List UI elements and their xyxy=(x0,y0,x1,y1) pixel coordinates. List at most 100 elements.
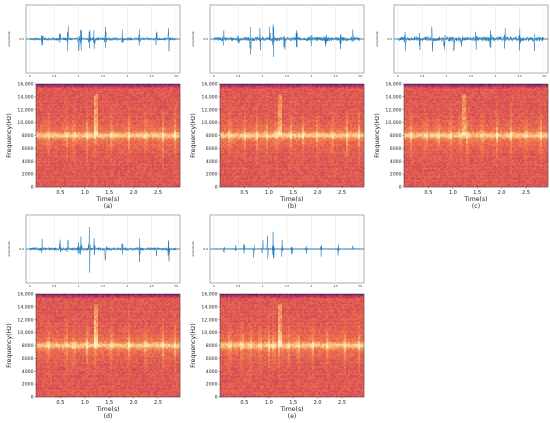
spectrogram-cell xyxy=(116,116,119,119)
spectrogram-cell xyxy=(44,168,47,170)
spectrogram-cell xyxy=(172,181,175,184)
spectrogram-cell xyxy=(122,156,125,158)
spectrogram-cell xyxy=(140,157,143,160)
spectrogram-cell xyxy=(70,144,73,146)
spectrogram-cell xyxy=(138,126,141,129)
spectrogram-cell xyxy=(96,99,99,102)
spectrogram-cell xyxy=(114,126,117,129)
spectrogram-cell xyxy=(48,132,51,134)
spectrogram-cell xyxy=(86,164,89,167)
spectrogram-cell xyxy=(334,92,337,95)
spectrogram-cell xyxy=(84,133,87,136)
spectrogram-cell xyxy=(132,130,135,133)
spectrogram-cell xyxy=(76,92,79,95)
spectrogram-cell xyxy=(72,84,75,86)
spectrogram-cell xyxy=(268,85,271,88)
spectrogram-cell xyxy=(112,102,115,105)
spectrogram-cell xyxy=(320,85,323,88)
spectrogram-cell xyxy=(226,94,229,97)
spectrogram-cell xyxy=(66,152,69,155)
spectrogram-cell xyxy=(92,180,95,182)
spectrogram-cell xyxy=(150,166,153,169)
spectrogram-cell xyxy=(116,161,119,164)
spectrogram-cell xyxy=(38,168,41,170)
spectrogram-cell xyxy=(46,176,49,179)
spectrogram-cell xyxy=(154,173,157,176)
spectrogram-cell xyxy=(96,125,99,128)
spectrogram-cell xyxy=(152,169,155,172)
spectrogram-cell xyxy=(64,109,67,112)
spectrogram-cell xyxy=(136,138,139,141)
spectrogram-cell xyxy=(64,113,67,116)
spectrogram-cell xyxy=(80,154,83,157)
spectrogram-cell xyxy=(112,123,115,126)
spectrogram-cell xyxy=(166,114,169,117)
spectrogram-cell xyxy=(48,164,51,167)
spectrogram-cell xyxy=(106,176,109,179)
spectrogram-cell xyxy=(172,123,175,126)
spectrogram-cell xyxy=(154,84,157,86)
spectrogram-cell xyxy=(86,128,89,131)
spectrogram-cell xyxy=(140,176,143,179)
spectrogram-cell xyxy=(156,137,159,140)
spectrogram-cell xyxy=(354,87,357,90)
spectrogram-cell xyxy=(168,142,171,145)
spectrogram-cell xyxy=(44,135,47,138)
spectrogram-cell xyxy=(80,114,83,117)
spectrogram-cell xyxy=(158,132,161,134)
spectrogram-cell xyxy=(142,96,145,98)
spectrogram-cell xyxy=(170,157,173,160)
spectrogram-cell xyxy=(98,149,101,152)
spectrogram-cell xyxy=(44,101,47,104)
spectrogram-cell xyxy=(72,108,75,110)
spectrogram-cell xyxy=(266,96,269,98)
spectrogram-cell xyxy=(164,128,167,131)
spectrogram-cell xyxy=(102,92,105,95)
spectrogram-cell xyxy=(126,185,129,188)
spectrogram-cell xyxy=(36,84,39,86)
spectrogram-cell xyxy=(80,120,83,122)
spectrogram-cell xyxy=(156,164,159,167)
spectrogram-cell xyxy=(100,97,103,100)
spectrogram-cell xyxy=(232,87,235,90)
spectrogram-cell xyxy=(142,144,145,146)
spectrogram-cell xyxy=(120,174,123,177)
spectrogram-cell xyxy=(100,149,103,152)
spectrogram-cell xyxy=(92,152,95,155)
spectrogram-cell xyxy=(110,128,113,131)
spectrogram-cell xyxy=(148,92,151,95)
spectrogram-cell xyxy=(52,168,55,170)
spectrogram-cell xyxy=(178,176,181,179)
spectrogram-cell xyxy=(52,137,55,140)
spectrogram-cell xyxy=(272,89,275,92)
spectrogram-cell xyxy=(112,97,115,100)
spectrogram-cell xyxy=(88,133,91,136)
spectrogram-cell xyxy=(130,137,133,140)
spectrogram-cell xyxy=(40,144,43,146)
spectrogram-cell xyxy=(56,181,59,184)
spectrogram-cell xyxy=(166,99,169,102)
spectrogram-cell xyxy=(110,171,113,174)
spectrogram-cell xyxy=(124,90,127,93)
spectrogram-cell xyxy=(106,180,109,182)
spectrogram-cell xyxy=(104,142,107,145)
spectrogram-cell xyxy=(154,116,157,119)
spectrogram-cell xyxy=(72,137,75,140)
spectrogram-cell xyxy=(114,152,117,155)
spectrogram-cell xyxy=(118,149,121,152)
spectrogram-cell xyxy=(156,87,159,90)
spectrogram-cell xyxy=(138,104,141,107)
spectrogram-cell xyxy=(120,125,123,128)
spectrogram-cell xyxy=(80,130,83,133)
spectrogram-cell xyxy=(130,178,133,181)
spectrogram-cell xyxy=(158,157,161,160)
spectrogram-cell xyxy=(130,162,133,165)
spectrogram-cell xyxy=(140,113,143,116)
spectrogram-cell xyxy=(96,173,99,176)
spectrogram-cell xyxy=(274,96,277,98)
spectrogram-cell xyxy=(70,181,73,184)
spectrogram-cell xyxy=(94,99,97,102)
spectrogram-cell xyxy=(52,92,55,95)
spectrogram-cell xyxy=(90,152,93,155)
spectrogram-cell xyxy=(48,142,51,145)
